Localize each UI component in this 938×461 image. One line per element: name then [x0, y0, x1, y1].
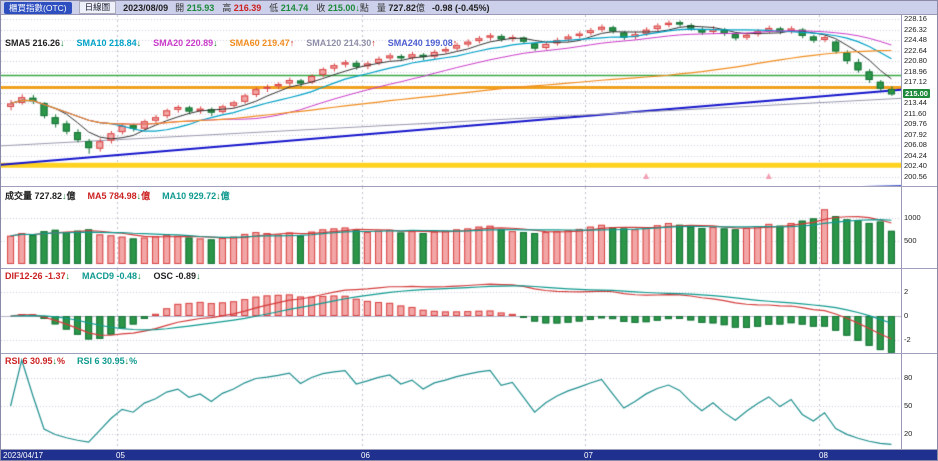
quote-field-close: 收 215.00↓點: [316, 3, 369, 13]
volume-indicator-label: 成交量 727.82↓億: [5, 191, 76, 201]
quote-date: 2023/08/09: [123, 2, 169, 13]
rsi-axis-tick: 50: [904, 401, 913, 410]
macd-chart-canvas[interactable]: [1, 269, 901, 353]
price-axis-tick: 228.16: [904, 14, 927, 23]
price-indicator-label: SMA240 199.08↑: [387, 38, 458, 48]
price-axis-tick: 209.76: [904, 119, 927, 129]
price-axis-tick: 213.44: [904, 98, 927, 108]
rsi-axis-tick: 20: [904, 428, 913, 438]
price-axis-tick: 204.24: [904, 150, 927, 160]
price-indicator-row: SMA5 216.26↓ SMA10 218.84↓ SMA20 220.89↓ SM…: [5, 38, 457, 48]
volume-axis-tick: 1000: [904, 213, 921, 223]
macd-indicator-row: DIF12-26 -1.37↓ MACD9 -0.48↓ OSC -0.89↓: [5, 271, 201, 281]
price-pane: SMA5 216.26↓ SMA10 218.84↓ SMA20 220.89↓ SM…: [1, 15, 937, 186]
price-axis-tick: 211.60: [904, 108, 927, 118]
rsi-indicator-row: RSI 6 30.95↓% RSI 6 30.95↓%: [5, 356, 137, 366]
price-axis-tick: 220.80: [904, 56, 927, 66]
price-axis-tick: 207.92: [904, 129, 927, 139]
current-price-badge: 215.00: [903, 89, 930, 99]
macd-axis: 2 0 -2: [901, 269, 937, 353]
macd-axis-tick: 2: [904, 287, 909, 296]
volume-pane: 成交量 727.82↓億 MA5 784.98↓億 MA10 929.72↓億 10…: [1, 186, 937, 268]
rsi-chart-canvas[interactable]: [1, 354, 901, 449]
time-axis-label: 05: [116, 451, 125, 460]
price-indicator-label: SMA60 219.47↑: [229, 38, 295, 48]
time-axis-label: 06: [361, 451, 370, 460]
quote-field-low: 低 214.74: [269, 3, 309, 13]
price-indicator-label: SMA120 214.30↑: [306, 38, 376, 48]
price-indicator-label: SMA20 220.89↓: [153, 38, 218, 48]
quote-field-volume: 量 727.82億: [376, 3, 425, 13]
macd-pane: DIF12-26 -1.37↓ MACD9 -0.48↓ OSC -0.89↓ 2 0…: [1, 268, 937, 353]
price-axis-tick: 217.12: [904, 77, 927, 87]
macd-indicator-label: OSC -0.89↓: [153, 271, 201, 281]
rsi-axis-tick: 80: [904, 373, 913, 383]
macd-axis-tick: 0: [904, 311, 909, 320]
volume-indicator-label: MA10 929.72↓億: [162, 191, 230, 201]
macd-indicator-label: DIF12-26 -1.37↓: [5, 271, 71, 281]
rsi-pane: RSI 6 30.95↓% RSI 6 30.95↓% 80 50 20: [1, 353, 937, 449]
price-axis-tick: 224.48: [904, 35, 927, 45]
price-axis-tick: 218.96: [904, 66, 927, 76]
rsi-indicator-label: RSI 6 30.95↓%: [5, 356, 66, 366]
price-indicator-label: SMA5 216.26↓: [5, 38, 65, 48]
time-axis-label: 07: [584, 451, 593, 460]
symbol-chip[interactable]: 櫃買指數(OTC): [4, 1, 72, 14]
macd-indicator-label: MACD9 -0.48↓: [82, 271, 142, 281]
volume-indicator-label: MA5 784.98↓億: [87, 191, 151, 201]
volume-axis-tick: 500: [904, 236, 917, 246]
time-axis-label: 2023/04/17: [3, 451, 44, 460]
price-axis: 228.16 226.32 224.48 222.64 220.80 218.96 217.…: [901, 15, 937, 186]
macd-axis-tick: -2: [904, 335, 911, 344]
quote-change: -0.98 (-0.45%): [431, 2, 490, 13]
time-axis-label: 08: [819, 451, 828, 460]
time-axis: 2023/04/17 05 06 07 08: [1, 449, 937, 460]
quote-field-open: 開 215.93: [175, 3, 215, 13]
volume-indicator-row: 成交量 727.82↓億 MA5 784.98↓億 MA10 929.72↓億: [5, 189, 230, 202]
price-axis-tick: 200.56: [904, 172, 927, 181]
header-bar: 櫃買指數(OTC) 日線圖 2023/08/09 開 215.93 高 216.3…: [1, 1, 937, 15]
price-indicator-label: SMA10 218.84↓: [76, 38, 142, 48]
volume-axis: 1000 500: [901, 187, 937, 268]
quote-fields: 開 215.93 高 216.39 低 214.74 收 215.00↓點量 727.…: [175, 1, 425, 14]
price-axis-tick: 202.40: [904, 161, 927, 171]
price-axis-tick: 226.32: [904, 24, 927, 34]
rsi-axis: 80 50 20: [901, 354, 937, 449]
rsi-indicator-label: RSI 6 30.95↓%: [77, 356, 138, 366]
volume-chart-canvas[interactable]: [1, 187, 901, 268]
tab-daily-chart[interactable]: 日線圖: [78, 1, 117, 14]
quote-field-high: 高 216.39: [222, 3, 262, 13]
price-axis-tick: 222.64: [904, 45, 927, 55]
price-chart-canvas[interactable]: [1, 15, 901, 186]
price-axis-tick: 206.08: [904, 140, 927, 150]
